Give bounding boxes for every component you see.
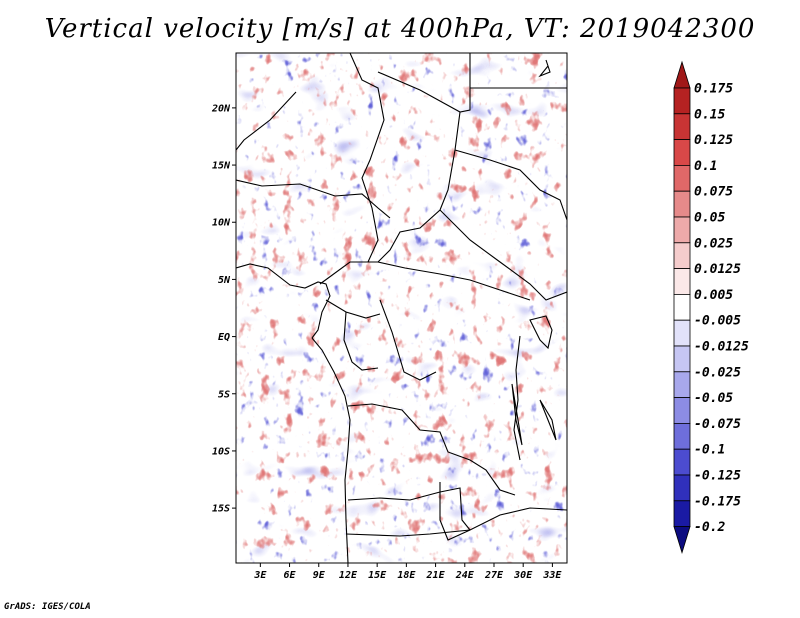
border-chad-west <box>349 53 385 263</box>
lon-tick-label: 24E <box>455 570 475 581</box>
west-coastline <box>236 263 331 339</box>
colorbar-label: 0.0125 <box>694 262 741 277</box>
lake-tanganyika <box>511 383 523 446</box>
colorbar-label: -0.1 <box>694 443 725 458</box>
lat-tick-label: 15N <box>212 161 231 172</box>
colorbar-label: -0.005 <box>694 314 741 329</box>
colorbar: 0.175 0.15 0.125 0.1 0.075 0.05 0.025 0.0125 0.0… <box>673 60 749 554</box>
lat-tick-label: 10S <box>212 446 230 457</box>
colorbar-label: 0.1 <box>694 159 717 174</box>
colorbar-swatch <box>673 242 691 270</box>
lat-tick-label: 5N <box>218 275 231 286</box>
velocity-field-shading <box>236 53 567 563</box>
colorbar-swatch <box>673 371 691 398</box>
lon-tick-label: 9E <box>313 570 326 581</box>
border-chad-east <box>377 111 461 263</box>
map-plot-area: 20N 15N 10N 5N EQ 5S 10S 15S 3E 6E 9E 12E 15E 18E 21E… <box>211 52 568 581</box>
colorbar-label: 0.125 <box>694 133 733 148</box>
border-congo <box>379 299 437 381</box>
border-drc-east <box>513 335 521 461</box>
colorbar-label: 0.025 <box>694 236 733 251</box>
lake-malawi-north <box>539 399 557 441</box>
colorbar-label: -0.075 <box>694 417 741 432</box>
lat-tick-label: 20N <box>211 103 231 114</box>
lon-tick-label: 18E <box>397 570 416 581</box>
colorbar-swatch <box>673 397 691 424</box>
colorbar-label: -0.2 <box>694 520 725 535</box>
colorbar-label: 0.175 <box>694 82 733 97</box>
lon-tick-label: 30E <box>513 570 533 581</box>
colorbar-swatch <box>673 164 691 192</box>
southwest-coastline <box>311 337 351 563</box>
lon-tick-label: 33E <box>542 570 562 581</box>
border-zambia <box>439 482 471 541</box>
border-nw <box>236 91 297 151</box>
border-gabon <box>325 299 381 319</box>
colorbar-swatch <box>673 113 691 141</box>
colorbar-swatch <box>673 216 691 244</box>
lat-tick-label: 10N <box>212 218 231 229</box>
border-sudan-east <box>454 149 567 221</box>
lon-tick-label: 6E <box>284 570 297 581</box>
map-frame <box>235 52 568 564</box>
lat-tick-label: 5S <box>218 389 230 400</box>
lon-tick-label: 21E <box>426 570 446 581</box>
red-sea-coast <box>538 59 551 78</box>
border-congo-west <box>343 311 379 371</box>
colorbar-label: -0.025 <box>694 365 741 380</box>
colorbar-swatch <box>673 448 691 476</box>
border-sahel <box>236 179 391 219</box>
colorbar-label: 0.075 <box>694 185 733 200</box>
border-angola-drc <box>347 403 516 496</box>
colorbar-swatch <box>673 190 691 218</box>
country-borders <box>236 53 567 563</box>
lake-victoria <box>529 315 553 350</box>
lat-tick-label: 15S <box>212 504 230 515</box>
border-car <box>319 261 531 301</box>
latitude-axis: 20N 15N 10N 5N EQ 5S 10S 15S <box>211 103 236 515</box>
colorbar-label: -0.125 <box>694 469 741 484</box>
lon-tick-label: 15E <box>368 570 387 581</box>
border-sudan-south <box>439 209 567 301</box>
lat-tick-label: EQ <box>218 332 230 343</box>
colorbar-label: -0.0125 <box>694 340 749 355</box>
colorbar-swatch <box>673 500 691 527</box>
colorbar-arrow-bottom <box>673 526 691 554</box>
colorbar-swatch <box>673 345 691 373</box>
colorbar-swatch <box>673 87 691 115</box>
plot-title: Vertical velocity [m/s] at 400hPa, VT: 2… <box>44 14 756 44</box>
colorbar-label: 0.15 <box>694 107 725 122</box>
lon-tick-label: 3E <box>253 570 267 581</box>
colorbar-label: -0.05 <box>694 391 733 406</box>
lon-tick-label: 27E <box>484 570 504 581</box>
colorbar-label: -0.175 <box>694 494 741 509</box>
colorbar-arrow-top <box>673 60 691 89</box>
longitude-axis: 3E 6E 9E 12E 15E 18E 21E 24E 27E 30E 33E <box>253 563 562 581</box>
colorbar-swatch <box>673 293 691 321</box>
colorbar-label: 0.05 <box>694 211 725 226</box>
colorbar-label: 0.005 <box>694 288 733 303</box>
lon-tick-label: 12E <box>339 570 358 581</box>
colorbar-swatch <box>673 139 691 166</box>
colorbar-swatch <box>673 268 691 295</box>
grads-credit: GrADS: IGES/COLA <box>4 602 91 612</box>
colorbar-swatch <box>673 422 691 450</box>
colorbar-swatch <box>673 319 691 347</box>
colorbar-swatch <box>673 474 691 502</box>
